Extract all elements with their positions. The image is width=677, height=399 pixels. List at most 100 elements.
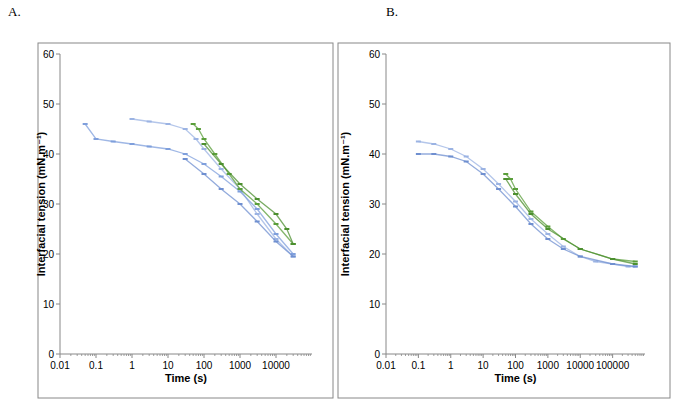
x-minor-tick (641, 354, 642, 356)
data-group (416, 141, 638, 268)
x-minor-tick (200, 354, 201, 356)
x-minor-tick (447, 354, 448, 356)
x-minor-tick (411, 354, 412, 356)
point (238, 188, 243, 190)
point (130, 118, 135, 120)
y-axis-label: Interfacial tension (mN.m⁻¹) (35, 131, 47, 276)
point (481, 173, 486, 175)
x-minor-tick (530, 354, 531, 356)
point (166, 148, 171, 150)
x-minor-tick (632, 354, 633, 356)
x-minor-tick (270, 354, 271, 356)
point (183, 128, 188, 130)
x-minor-tick (142, 354, 143, 356)
x-minor-tick (185, 354, 186, 356)
x-minor-tick (153, 354, 154, 356)
x-tick-label: 10000 (566, 360, 594, 371)
point (238, 188, 243, 190)
x-minor-tick (308, 354, 309, 356)
point (191, 123, 196, 125)
x-minor-tick (193, 354, 194, 356)
y-tick (382, 304, 386, 305)
panel: A.01020304050600.010.1110100100010000Tim… (8, 4, 333, 398)
x-minor-tick (234, 354, 235, 356)
point (291, 256, 296, 258)
point (274, 241, 279, 243)
x-minor-tick (475, 354, 476, 356)
point (448, 156, 453, 158)
x-axis-label: Time (s) (165, 372, 207, 384)
point (464, 161, 469, 163)
x-minor-tick (162, 354, 163, 356)
x-tick (204, 354, 205, 358)
point (545, 228, 550, 230)
series-line (132, 119, 293, 257)
x-minor-tick (481, 354, 482, 356)
series-line (506, 174, 636, 262)
y-tick (382, 204, 386, 205)
y-tick-label: 60 (43, 49, 55, 60)
x-minor-tick (121, 354, 122, 356)
point (610, 263, 615, 265)
point (255, 198, 260, 200)
x-minor-tick (301, 354, 302, 356)
x-minor-tick (589, 354, 590, 356)
point (610, 258, 615, 260)
x-minor-tick (106, 354, 107, 356)
point (578, 256, 583, 258)
x-tick-label: 100 (507, 360, 524, 371)
series-line (418, 142, 635, 267)
x-axis-label: Time (s) (495, 372, 537, 384)
x-minor-tick (534, 354, 535, 356)
x-tick (418, 354, 419, 358)
x-minor-tick (510, 354, 511, 356)
y-tick (56, 354, 60, 355)
x-minor-tick (81, 354, 82, 356)
y-tick (382, 354, 386, 355)
x-minor-tick (293, 354, 294, 356)
x-tick (612, 354, 613, 358)
point (238, 203, 243, 205)
x-minor-tick (405, 354, 406, 356)
x-minor-tick (196, 354, 197, 356)
x-minor-tick (229, 354, 230, 356)
x-tick (450, 354, 451, 358)
x-minor-tick (635, 354, 636, 356)
x-minor-tick (563, 354, 564, 356)
y-tick (382, 254, 386, 255)
x-minor-tick (643, 354, 644, 356)
x-minor-tick (502, 354, 503, 356)
y-tick (56, 104, 60, 105)
x-tick (547, 354, 548, 358)
point (633, 263, 638, 265)
x-minor-tick (479, 354, 480, 356)
x-minor-tick (221, 354, 222, 356)
point (431, 143, 436, 145)
point (194, 138, 199, 140)
point (219, 176, 224, 178)
x-minor-tick (433, 354, 434, 356)
point (464, 156, 469, 158)
x-minor-tick (428, 354, 429, 356)
point (284, 228, 289, 230)
x-tick (580, 354, 581, 358)
point (94, 138, 99, 140)
point (610, 263, 615, 265)
x-minor-tick (160, 354, 161, 356)
x-minor-tick (268, 354, 269, 356)
point (219, 168, 224, 170)
point (633, 261, 638, 263)
x-minor-tick (540, 354, 541, 356)
x-minor-tick (441, 354, 442, 356)
x-minor-tick (639, 354, 640, 356)
x-minor-tick (525, 354, 526, 356)
x-minor-tick (508, 354, 509, 356)
x-tick (240, 354, 241, 358)
panel: B.01020304050600.010.1110100100010000100… (338, 4, 670, 398)
point (561, 248, 566, 250)
point (513, 201, 518, 203)
point (528, 218, 533, 220)
x-minor-tick (225, 354, 226, 356)
x-minor-tick (449, 354, 450, 356)
point (513, 193, 518, 195)
